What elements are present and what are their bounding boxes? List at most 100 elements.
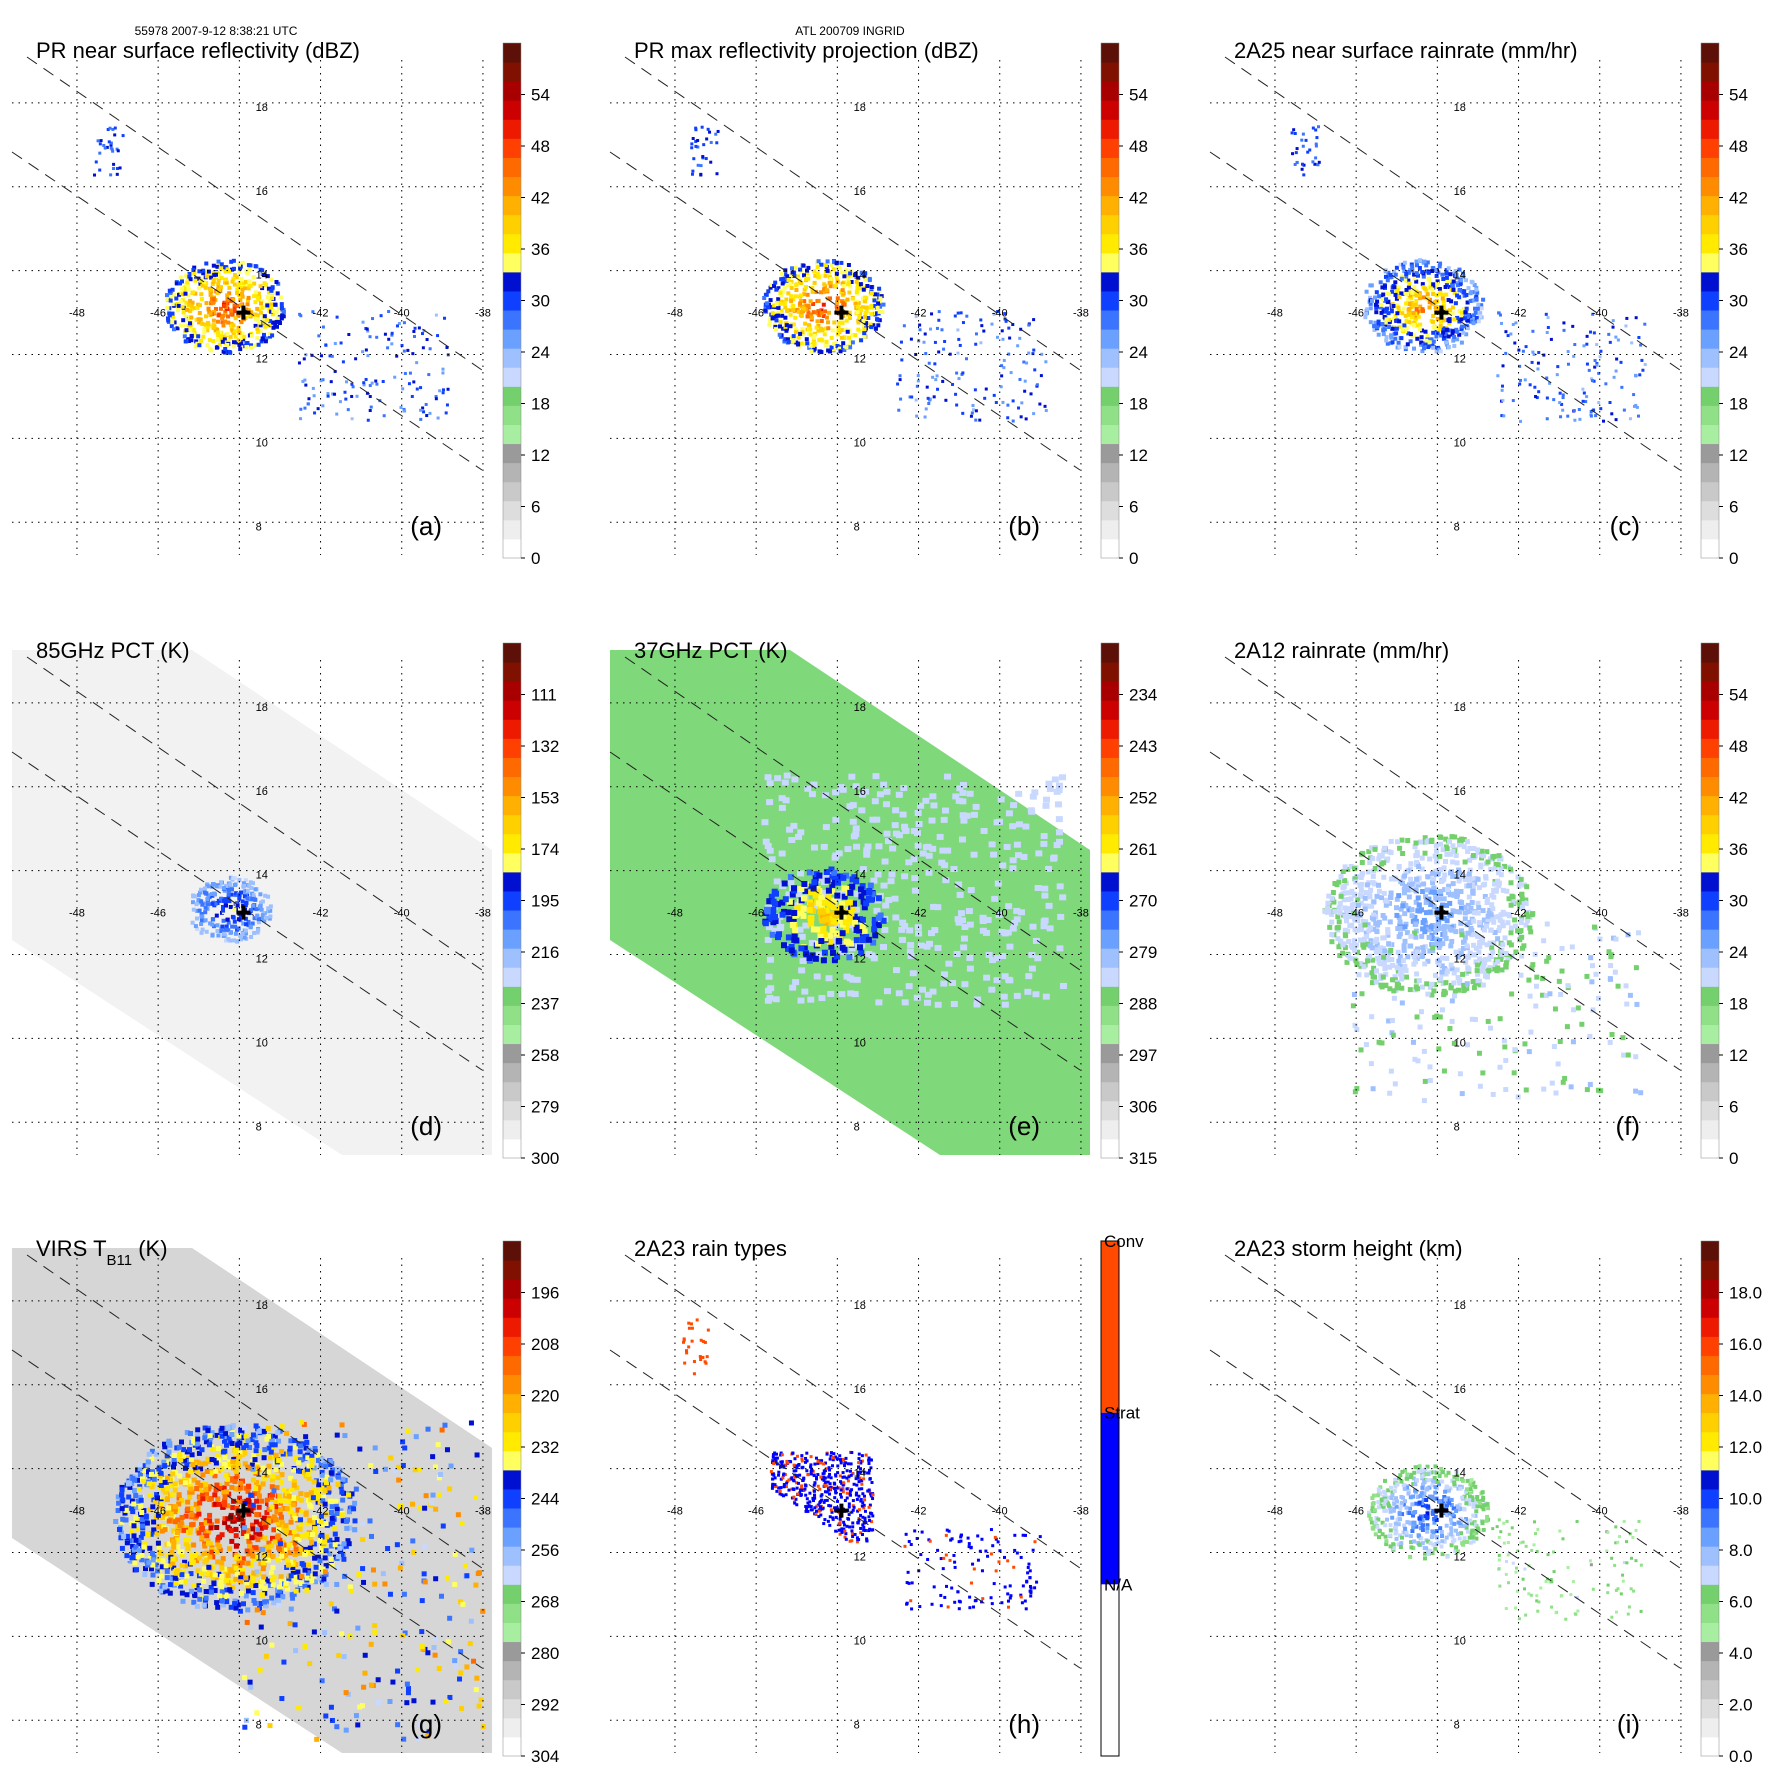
tb-pixel bbox=[266, 1463, 272, 1469]
colorbar-tick: 30 bbox=[531, 292, 550, 311]
rain-pixel bbox=[1470, 952, 1476, 958]
reflectivity-pixel bbox=[1380, 285, 1385, 290]
pct-pixel bbox=[785, 945, 791, 952]
reflectivity-pixel bbox=[1378, 305, 1383, 310]
pct-pixel bbox=[794, 904, 801, 911]
pct-pixel bbox=[906, 927, 914, 934]
reflectivity-pixel bbox=[321, 404, 325, 408]
pct-pixel bbox=[1056, 945, 1064, 952]
reflectivity-pixel bbox=[1414, 271, 1419, 276]
colorbar-segment bbox=[503, 519, 521, 540]
reflectivity-pixel bbox=[704, 157, 708, 161]
reflectivity-pixel bbox=[1414, 307, 1419, 312]
tb-pixel bbox=[312, 1446, 318, 1451]
reflectivity-pixel bbox=[1469, 290, 1474, 295]
reflectivity-pixel bbox=[169, 294, 174, 299]
rain-pixel bbox=[1527, 993, 1533, 999]
rain-pixel bbox=[1492, 881, 1498, 887]
reflectivity-pixel bbox=[1404, 288, 1409, 292]
rain-pixel bbox=[1446, 883, 1452, 889]
pct-pixel bbox=[970, 811, 978, 818]
rain-pixel bbox=[1447, 1026, 1453, 1032]
pct-pixel bbox=[831, 854, 839, 861]
rain-pixel bbox=[1439, 1007, 1445, 1013]
rain-pixel bbox=[1426, 927, 1432, 933]
pct-pixel bbox=[1005, 903, 1013, 910]
reflectivity-pixel bbox=[270, 333, 275, 338]
rain-pixel bbox=[1584, 973, 1590, 979]
rain-pixel bbox=[1402, 873, 1408, 879]
rain-pixel bbox=[1427, 1064, 1433, 1070]
reflectivity-pixel bbox=[1404, 272, 1409, 276]
pct-pixel bbox=[244, 900, 249, 905]
pct-pixel bbox=[858, 886, 864, 893]
rain-pixel bbox=[1430, 880, 1436, 886]
reflectivity-pixel bbox=[170, 320, 175, 325]
pct-pixel bbox=[233, 924, 238, 929]
tb-pixel bbox=[127, 1484, 133, 1490]
reflectivity-pixel bbox=[1409, 321, 1414, 326]
reflectivity-pixel bbox=[233, 328, 238, 333]
rain-pixel bbox=[1562, 1075, 1568, 1081]
reflectivity-pixel bbox=[1439, 333, 1444, 338]
rain-pixel bbox=[1427, 1078, 1433, 1084]
tb-pixel bbox=[157, 1550, 163, 1555]
reflectivity-pixel bbox=[1415, 336, 1420, 341]
pct-pixel bbox=[248, 880, 253, 885]
reflectivity-pixel bbox=[165, 306, 170, 310]
rain-pixel bbox=[1518, 972, 1524, 978]
rain-pixel bbox=[1530, 962, 1536, 968]
reflectivity-pixel bbox=[1306, 150, 1310, 154]
rain-pixel bbox=[1343, 890, 1349, 896]
rain-pixel bbox=[1359, 860, 1365, 865]
rain-pixel bbox=[1476, 920, 1482, 926]
pct-pixel bbox=[919, 986, 927, 993]
reflectivity-pixel bbox=[183, 291, 188, 296]
rain-pixel bbox=[1443, 859, 1448, 864]
reflectivity-pixel bbox=[407, 382, 411, 386]
reflectivity-pixel bbox=[814, 325, 819, 330]
reflectivity-pixel bbox=[397, 321, 401, 325]
pct-pixel bbox=[228, 905, 233, 909]
colorbar-tick: 30 bbox=[1729, 292, 1748, 311]
reflectivity-pixel bbox=[926, 396, 930, 400]
pct-pixel bbox=[995, 818, 1003, 825]
reflectivity-pixel bbox=[1375, 299, 1380, 304]
reflectivity-pixel bbox=[1378, 280, 1383, 285]
reflectivity-pixel bbox=[401, 387, 405, 391]
reflectivity-pixel bbox=[1394, 285, 1399, 290]
reflectivity-pixel bbox=[840, 288, 845, 293]
reflectivity-pixel bbox=[780, 272, 785, 276]
reflectivity-pixel bbox=[808, 343, 813, 348]
rain-pixel bbox=[1380, 974, 1386, 980]
pct-pixel bbox=[231, 876, 236, 881]
pct-pixel bbox=[772, 918, 779, 924]
reflectivity-pixel bbox=[954, 392, 958, 396]
reflectivity-pixel bbox=[201, 268, 206, 273]
rain-pixel bbox=[1381, 890, 1387, 896]
colorbar-segment bbox=[1701, 833, 1719, 854]
reflectivity-pixel bbox=[1398, 262, 1403, 267]
lon-tick-label: -46 bbox=[748, 308, 764, 320]
reflectivity-pixel bbox=[974, 409, 978, 413]
rain-pixel bbox=[1394, 896, 1400, 902]
colorbar-tick: 54 bbox=[1729, 86, 1748, 105]
pct-pixel bbox=[831, 869, 838, 876]
reflectivity-pixel bbox=[1404, 301, 1409, 306]
reflectivity-pixel bbox=[825, 259, 830, 264]
colorbar-segment bbox=[1101, 43, 1119, 63]
reflectivity-pixel bbox=[1408, 293, 1413, 298]
colorbar-segment bbox=[1701, 424, 1719, 445]
colorbar-segment bbox=[1701, 1024, 1719, 1045]
colorbar-tick: 195 bbox=[531, 892, 559, 911]
reflectivity-pixel bbox=[833, 283, 838, 288]
reflectivity-pixel bbox=[269, 288, 274, 293]
reflectivity-pixel bbox=[801, 306, 806, 311]
reflectivity-pixel bbox=[868, 322, 873, 327]
tb-pixel bbox=[159, 1478, 165, 1484]
rain-pixel bbox=[1613, 936, 1619, 942]
reflectivity-pixel bbox=[273, 302, 278, 307]
reflectivity-pixel bbox=[240, 294, 245, 299]
reflectivity-pixel bbox=[842, 274, 847, 279]
pct-pixel bbox=[1020, 853, 1028, 860]
